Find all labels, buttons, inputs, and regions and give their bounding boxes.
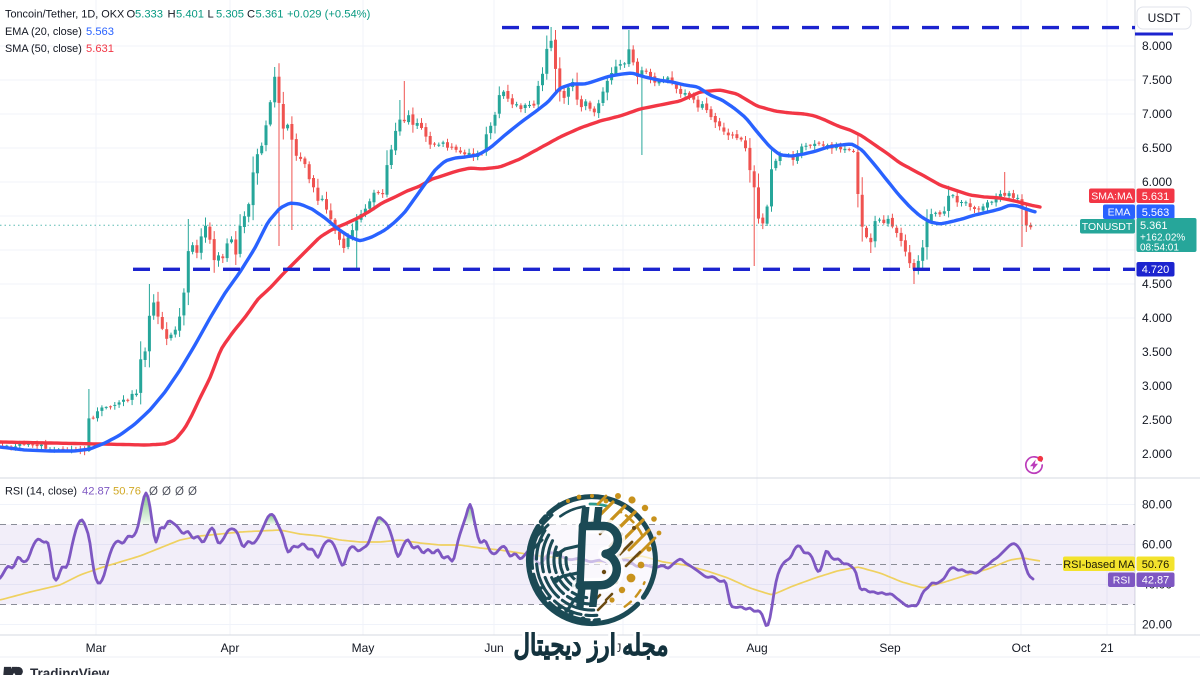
- svg-text:EMA: EMA: [1108, 207, 1131, 219]
- svg-text:2.000: 2.000: [1142, 447, 1172, 461]
- svg-text:Aug: Aug: [746, 641, 767, 655]
- svg-text:8.000: 8.000: [1142, 39, 1172, 53]
- svg-text:80.00: 80.00: [1142, 498, 1172, 512]
- svg-text:50.76: 50.76: [113, 486, 141, 498]
- svg-text:مجله ارز دیجیتال: مجله ارز دیجیتال: [514, 628, 669, 663]
- svg-text:EMA (20, close): EMA (20, close): [5, 26, 82, 38]
- svg-text:USDT: USDT: [1148, 11, 1181, 25]
- svg-text:08:54:01: 08:54:01: [1140, 243, 1179, 254]
- svg-text:Jul: Jul: [615, 641, 630, 655]
- svg-text:May: May: [352, 641, 375, 655]
- svg-text:TONUSDT: TONUSDT: [1082, 221, 1133, 233]
- svg-text:Ø: Ø: [162, 486, 171, 498]
- svg-text:2.500: 2.500: [1142, 413, 1172, 427]
- svg-text:Apr: Apr: [221, 641, 240, 655]
- svg-text:+0.029 (+0.54%): +0.029 (+0.54%): [287, 9, 371, 21]
- svg-text:Ø: Ø: [175, 486, 184, 498]
- svg-text:5.361: 5.361: [256, 9, 284, 21]
- svg-text:Mar: Mar: [86, 641, 107, 655]
- svg-text:+162.02%: +162.02%: [1140, 233, 1185, 244]
- svg-text:Sep: Sep: [879, 641, 901, 655]
- svg-text:5.631: 5.631: [1142, 191, 1170, 203]
- svg-text:42.87: 42.87: [1142, 575, 1170, 587]
- svg-text:4.720: 4.720: [1142, 264, 1170, 276]
- svg-text:TradingView: TradingView: [30, 666, 110, 675]
- svg-text:مجله ارز دیجیتال: مجله ارز دیجیتال: [514, 628, 669, 663]
- svg-text:Ø: Ø: [188, 486, 197, 498]
- svg-text:3.500: 3.500: [1142, 345, 1172, 359]
- svg-text:SMA:MA: SMA:MA: [1091, 191, 1132, 203]
- svg-text:3.000: 3.000: [1142, 379, 1172, 393]
- svg-text:RSI-based MA: RSI-based MA: [1063, 559, 1135, 571]
- svg-text:50.76: 50.76: [1142, 559, 1170, 571]
- svg-text:H: H: [168, 9, 176, 21]
- svg-text:5.401: 5.401: [176, 9, 204, 21]
- svg-text:O: O: [127, 9, 136, 21]
- svg-text:5.563: 5.563: [1142, 207, 1170, 219]
- svg-text:20.00: 20.00: [1142, 618, 1172, 632]
- svg-text:5.631: 5.631: [86, 43, 114, 55]
- svg-text:7.500: 7.500: [1142, 73, 1172, 87]
- svg-text:42.87: 42.87: [82, 486, 110, 498]
- svg-text:4.500: 4.500: [1142, 277, 1172, 291]
- svg-text:5.305: 5.305: [216, 9, 244, 21]
- svg-text:21: 21: [1100, 641, 1114, 655]
- svg-text:60.00: 60.00: [1142, 538, 1172, 552]
- svg-text:Jun: Jun: [484, 641, 503, 655]
- svg-text:SMA (50, close): SMA (50, close): [5, 43, 82, 55]
- svg-text:Toncoin/Tether, 1D, OKX: Toncoin/Tether, 1D, OKX: [5, 9, 125, 21]
- svg-text:C: C: [247, 9, 255, 21]
- svg-text:RSI (14, close): RSI (14, close): [5, 486, 77, 498]
- svg-text:6.500: 6.500: [1142, 141, 1172, 155]
- svg-text:Oct: Oct: [1012, 641, 1031, 655]
- svg-text:RSI: RSI: [1113, 575, 1131, 587]
- svg-text:5.563: 5.563: [86, 26, 114, 38]
- svg-text:6.000: 6.000: [1142, 175, 1172, 189]
- svg-text:Ø: Ø: [149, 486, 158, 498]
- svg-text:5.361: 5.361: [1140, 220, 1168, 232]
- svg-text:L: L: [208, 9, 214, 21]
- svg-text:4.000: 4.000: [1142, 311, 1172, 325]
- svg-text:7.000: 7.000: [1142, 107, 1172, 121]
- svg-text:5.333: 5.333: [135, 9, 163, 21]
